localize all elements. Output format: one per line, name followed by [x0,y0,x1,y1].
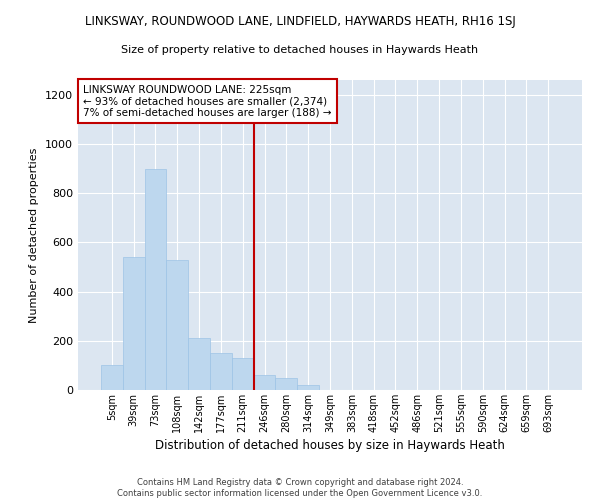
X-axis label: Distribution of detached houses by size in Haywards Heath: Distribution of detached houses by size … [155,439,505,452]
Bar [166,260,188,390]
Bar [297,385,319,390]
Text: LINKSWAY ROUNDWOOD LANE: 225sqm
← 93% of detached houses are smaller (2,374)
7% : LINKSWAY ROUNDWOOD LANE: 225sqm ← 93% of… [83,84,332,118]
Bar [232,358,254,390]
Text: Contains HM Land Registry data © Crown copyright and database right 2024.
Contai: Contains HM Land Registry data © Crown c… [118,478,482,498]
Bar [275,378,297,390]
Bar [101,366,123,390]
Bar [210,353,232,390]
Text: Size of property relative to detached houses in Haywards Heath: Size of property relative to detached ho… [121,45,479,55]
Bar [254,375,275,390]
Bar [123,257,145,390]
Bar [188,338,210,390]
Y-axis label: Number of detached properties: Number of detached properties [29,148,40,322]
Bar [145,168,166,390]
Text: LINKSWAY, ROUNDWOOD LANE, LINDFIELD, HAYWARDS HEATH, RH16 1SJ: LINKSWAY, ROUNDWOOD LANE, LINDFIELD, HAY… [85,15,515,28]
